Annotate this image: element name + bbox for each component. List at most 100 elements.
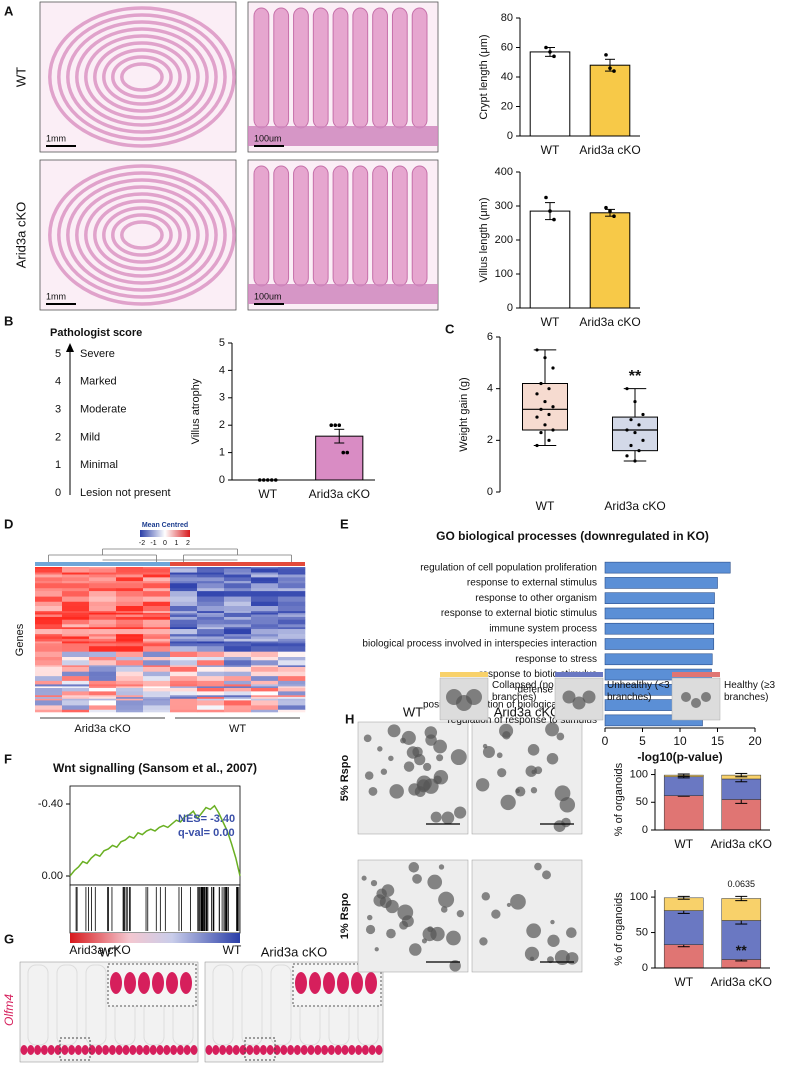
heatmap-cell <box>251 574 279 578</box>
score-number: 5 <box>55 348 61 360</box>
heatmap-cell <box>170 634 198 637</box>
heatmap-cell <box>251 601 279 607</box>
heatmap-cell <box>35 574 63 578</box>
heatmap-cell <box>224 605 252 612</box>
heatmap-cell <box>251 709 279 713</box>
heatmap-cell <box>62 697 90 700</box>
heatmap-cell <box>170 577 198 582</box>
heatmap-cell <box>116 638 144 642</box>
heatmap-cell <box>62 665 90 668</box>
tissue-ring <box>57 13 227 141</box>
heatmap-cell <box>116 577 144 582</box>
heatmap-cell <box>170 567 198 569</box>
villus <box>372 7 388 129</box>
x-tick-label: WT <box>258 487 277 501</box>
heatmap-cell <box>251 605 279 612</box>
tissue-ring <box>120 62 164 92</box>
heatmap-cell <box>62 638 90 642</box>
villus <box>372 165 388 287</box>
heatmap-cell <box>170 638 198 642</box>
heatmap-cell <box>278 700 306 706</box>
heatmap-cell <box>143 634 171 637</box>
bar-segment <box>663 776 704 796</box>
heatmap-cell <box>251 577 279 582</box>
y-tick-label: 400 <box>495 166 513 178</box>
organoid <box>546 752 559 765</box>
heatmap-cell <box>197 634 225 637</box>
x-tick-label: WT <box>541 143 560 157</box>
heatmap-cell <box>116 572 144 575</box>
y-tick-label: 0 <box>507 302 513 314</box>
organoid <box>433 770 449 785</box>
heatmap-cell <box>170 697 198 700</box>
villus <box>273 165 290 287</box>
y-axis-label: Crypt length (μm) <box>478 34 490 119</box>
heatmap-cell <box>197 641 225 644</box>
tissue-ring <box>93 41 191 113</box>
heatmap-cell <box>251 698 279 701</box>
legend-label-box: Healthy (≥3 branches) <box>724 680 775 703</box>
legend-swatch <box>672 672 720 677</box>
heatmap-cell <box>35 614 63 618</box>
heatmap-cell <box>170 619 198 625</box>
organoid <box>524 946 540 962</box>
heatmap-cell <box>116 684 144 687</box>
heatmap-cell <box>251 568 279 573</box>
heatmap-cell <box>224 614 252 618</box>
heatmap-cell <box>89 577 117 582</box>
heatmap-cell <box>35 616 63 621</box>
colorbar-tick: 2 <box>186 540 190 547</box>
heatmap-cell <box>197 700 225 706</box>
heatmap-cell <box>251 688 279 692</box>
heatmap-cell <box>278 680 306 685</box>
data-point <box>548 209 552 213</box>
y-axis-label: Weight gain (g) <box>458 377 470 451</box>
heatmap-cell <box>170 684 198 687</box>
heatmap-cell <box>35 577 63 582</box>
heatmap-cell <box>197 616 225 621</box>
y-tick-label: 0 <box>487 486 493 498</box>
heatmap-cell <box>170 636 198 640</box>
data-point <box>637 449 641 453</box>
heatmap-cell <box>224 698 252 701</box>
heatmap-cell <box>170 665 198 668</box>
data-point <box>604 53 608 57</box>
heatmap-cell <box>197 619 225 625</box>
heatmap-cell <box>35 671 63 677</box>
organoid <box>368 787 378 796</box>
y-tick-label: 0 <box>507 130 513 142</box>
x-tick-label: WT <box>541 315 560 329</box>
organoid <box>475 778 490 792</box>
villus-outline <box>212 964 234 1046</box>
heatmap-cell <box>89 574 117 578</box>
organoid <box>450 749 467 766</box>
villus <box>391 165 408 287</box>
heatmap-cell <box>224 665 252 668</box>
heatmap-cell <box>62 680 90 685</box>
organoid <box>365 924 376 935</box>
heatmap-cell <box>224 634 252 637</box>
data-point <box>535 348 539 352</box>
significance: ** <box>736 942 747 958</box>
heatmap-cell <box>143 567 171 569</box>
heatmap-cell <box>224 616 252 621</box>
olfm4-stain <box>102 1045 110 1055</box>
data-point <box>543 423 547 427</box>
score-label: Lesion not present <box>80 487 171 499</box>
heatmap-cell <box>35 619 63 625</box>
heatmap-cell <box>143 605 171 612</box>
olfm4-stain <box>61 1045 69 1055</box>
tissue-ring <box>84 34 200 120</box>
heatmap-cell <box>170 691 198 696</box>
organoid <box>403 761 415 772</box>
score-label: Minimal <box>80 459 118 471</box>
y-tick-label: response to external biotic stimulus <box>441 608 597 619</box>
heatmap-cell <box>35 601 63 607</box>
heatmap-cell <box>278 643 306 647</box>
organoid <box>374 947 379 952</box>
heatmap-cell <box>89 671 117 677</box>
olfm4-stain <box>355 1045 363 1055</box>
chart-title: Wnt signalling (Sansom et al., 2007) <box>52 762 258 775</box>
y-tick-label: 100 <box>630 891 648 903</box>
organoid <box>363 734 372 743</box>
